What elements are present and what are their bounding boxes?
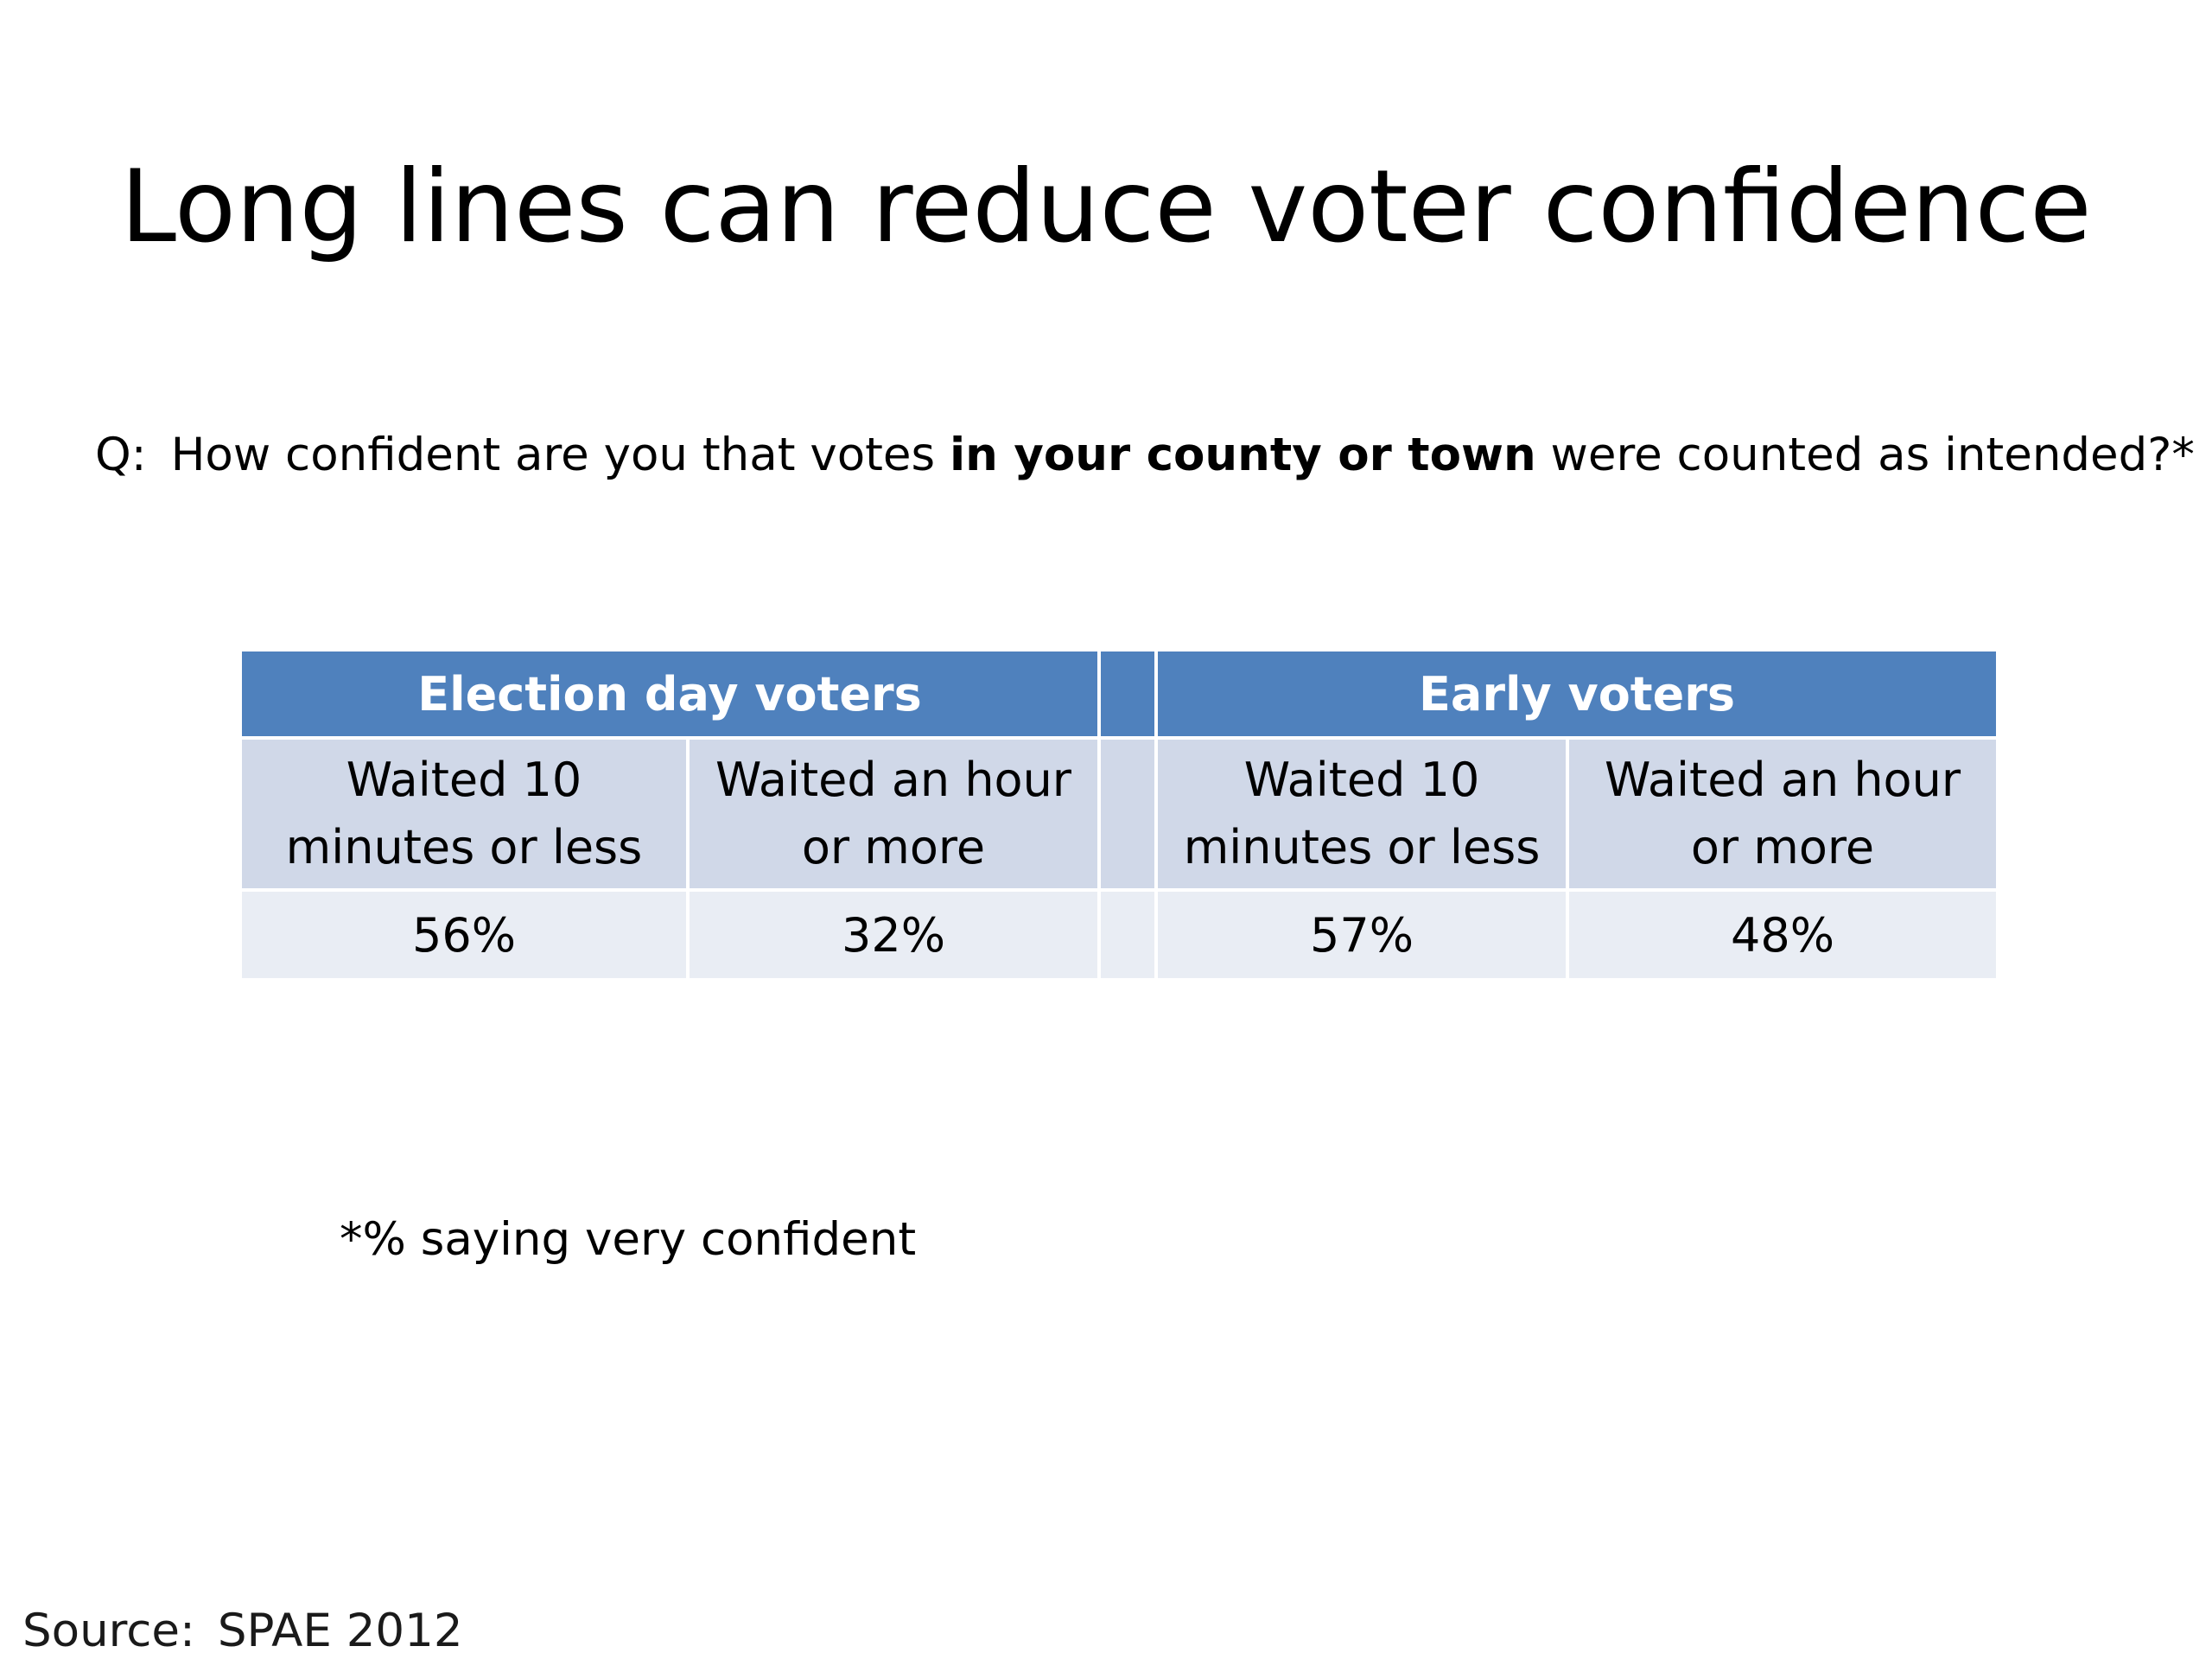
question-text-before: How confident are you that votes <box>170 429 950 481</box>
source-label: Source: <box>22 1605 195 1657</box>
group-header-election-day: Election day voters <box>242 652 1102 740</box>
source-citation: Source: SPAE 2012 <box>22 1604 463 1659</box>
value-election-short-wait: 56% <box>242 892 690 978</box>
group-separator <box>1101 892 1159 978</box>
table-value-row: 56% 32% 57% 48% <box>242 892 1997 978</box>
table-subheader-row: Waited 10 minutes or less Waited an hour… <box>242 740 1997 892</box>
value-early-short-wait: 57% <box>1158 892 1570 978</box>
group-separator <box>1101 652 1159 740</box>
group-header-early: Early voters <box>1158 652 1997 740</box>
footnote: *% saying very confident <box>340 1213 917 1266</box>
survey-question: Q: How confident are you that votes in yo… <box>95 425 2195 486</box>
column-header-label: Waited an hour or more <box>1604 753 1961 874</box>
value-election-long-wait: 32% <box>690 892 1102 978</box>
value-early-long-wait: 48% <box>1569 892 1997 978</box>
question-text-after: were counted as intended?* <box>1535 429 2195 481</box>
source-value: SPAE 2012 <box>217 1605 463 1657</box>
question-prefix: Q: <box>95 429 147 481</box>
results-table: Election day voters Early voters Waited … <box>242 652 1997 978</box>
column-header-label: Waited 10 minutes or less <box>285 753 643 874</box>
results-table-container: Election day voters Early voters Waited … <box>242 652 1997 988</box>
column-header-election-long-wait: Waited an hour or more <box>690 740 1102 892</box>
column-header-label: Waited 10 minutes or less <box>1183 753 1541 874</box>
table-header-row: Election day voters Early voters <box>242 652 1997 740</box>
question-text-bold: in your county or town <box>949 429 1536 481</box>
column-header-early-short-wait: Waited 10 minutes or less <box>1158 740 1570 892</box>
column-header-early-long-wait: Waited an hour or more <box>1569 740 1997 892</box>
slide-title: Long lines can reduce voter confidence <box>120 149 2092 265</box>
column-header-label: Waited an hour or more <box>715 753 1072 874</box>
column-header-election-short-wait: Waited 10 minutes or less <box>242 740 690 892</box>
group-separator <box>1101 740 1159 892</box>
